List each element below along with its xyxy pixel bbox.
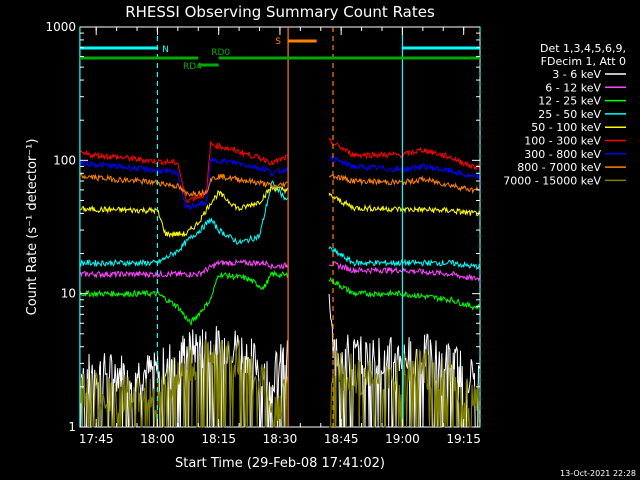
series-line [328, 192, 480, 217]
series-300-800-keV-group [79, 155, 480, 211]
series-100-300-keV-group [79, 137, 480, 203]
series-line [79, 338, 288, 428]
legend-label: 50 - 100 keV [531, 121, 601, 134]
annotation-label: RD4 [183, 62, 202, 72]
axes: 1000 100 10 117:45 18:00 18:15 18:30 18:45 19:00… [45, 20, 481, 446]
y-tick-label: 10 [61, 287, 76, 301]
annotation-n: N [79, 45, 480, 55]
series-6-12-keV-group [79, 258, 480, 282]
series-line [329, 155, 480, 180]
y-axis-label: Count Rate (s⁻¹ detector⁻¹) [25, 139, 40, 316]
series-line [329, 348, 480, 428]
legend-header-line: FDecim 1, Att 0 [541, 55, 626, 68]
series-25-50-keV-group [79, 180, 480, 271]
series-line [328, 261, 480, 282]
x-tick-label: 18:45 [324, 432, 359, 446]
x-axis-label: Start Time (29-Feb-08 17:41:02) [175, 456, 385, 471]
series-line [328, 246, 480, 271]
series-50-100-keV-group [79, 185, 480, 239]
series-line [79, 157, 288, 211]
y-tick-label: 1000 [45, 20, 76, 34]
legend-label: 7000 - 15000 keV [503, 174, 601, 187]
series-800-7000-keV-group [79, 172, 480, 197]
annotation-label: S [275, 37, 281, 47]
legend: Det 1,3,4,5,6,9,FDecim 1, Att 03 - 6 keV… [503, 42, 626, 187]
series-line [79, 270, 288, 327]
x-tick-label: 18:15 [201, 432, 236, 446]
footer-date: 13-Oct-2021 22:28 [560, 469, 636, 478]
series-line [328, 137, 480, 172]
legend-label: 100 - 300 keV [524, 135, 601, 148]
plot-content: N S RD4 RD0 [79, 27, 481, 428]
legend-label: 3 - 6 keV [552, 68, 601, 81]
legend-header-line: Det 1,3,4,5,6,9, [540, 42, 626, 55]
legend-label: 300 - 800 keV [524, 148, 601, 161]
chart-title: RHESSI Observing Summary Count Rates [125, 3, 435, 21]
legend-label: 6 - 12 keV [545, 81, 601, 94]
series-line [79, 258, 288, 279]
legend-label: 800 - 7000 keV [517, 161, 601, 174]
y-tick-label: 100 [53, 153, 76, 167]
legend-label: 12 - 25 keV [538, 95, 601, 108]
series-line [79, 326, 288, 428]
x-tick-label: 17:45 [79, 432, 114, 446]
series-line [328, 277, 480, 311]
series-12-25-keV-group [79, 270, 480, 327]
series-7000-15000-keV-group [79, 338, 480, 428]
series-line [329, 173, 480, 195]
series-line [79, 140, 288, 203]
y-tick-label: 1 [68, 420, 76, 434]
series-line [79, 180, 288, 268]
annotation-label: N [162, 45, 169, 55]
x-tick-label: 19:00 [385, 432, 420, 446]
annotation-rd0: RD0 [79, 48, 480, 60]
legend-label: 25 - 50 keV [538, 108, 601, 121]
x-tick-label: 18:00 [140, 432, 175, 446]
annotation-label: RD0 [211, 48, 230, 58]
x-tick-label: 19:15 [446, 432, 481, 446]
x-tick-label: 18:30 [263, 432, 298, 446]
series-line [79, 185, 288, 239]
series-line [79, 172, 288, 197]
annotation-s: S [275, 37, 317, 47]
annotation-rd4: RD4 [183, 62, 219, 72]
